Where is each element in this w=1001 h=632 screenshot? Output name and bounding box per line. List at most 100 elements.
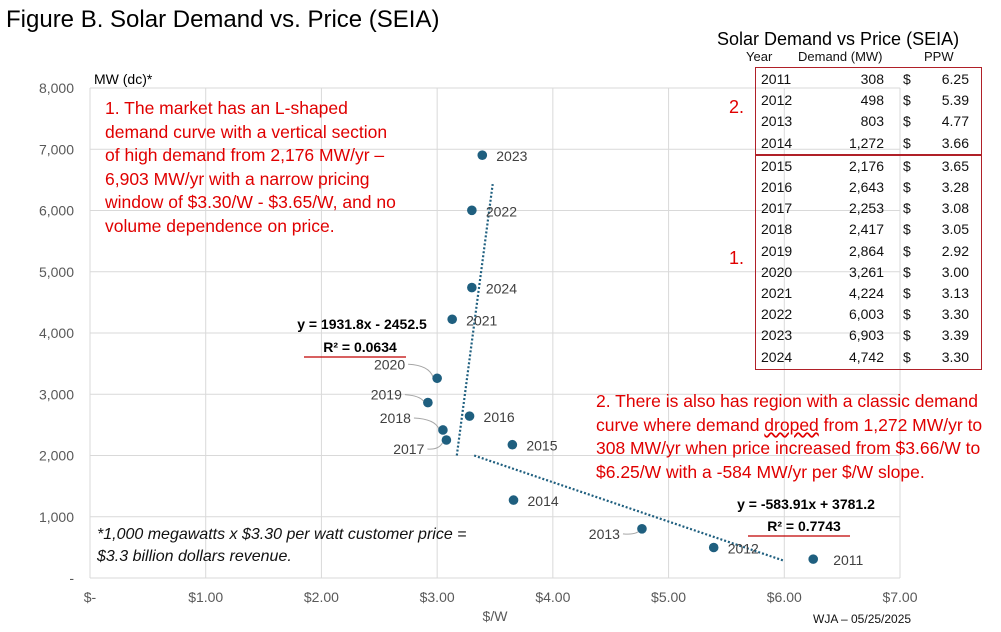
trendline	[455, 184, 494, 456]
cell-year: 2016	[761, 178, 793, 195]
table-title: Solar Demand vs Price (SEIA)	[717, 29, 960, 49]
cell-dollar: $	[903, 306, 911, 323]
header-year: Year	[746, 49, 773, 64]
data-point	[507, 439, 518, 450]
table-group-2: 2015 2,176 $3.65 2016 2,643 $3.28 2017 2,253 $3.…	[755, 153, 982, 370]
trendline-equation: y = 1931.8x - 2452.5	[297, 316, 427, 332]
cell-dollar: $	[903, 92, 911, 109]
y-tick-label: 7,000	[39, 141, 74, 157]
cell-demand: 6,903	[848, 327, 884, 344]
x-tick-label: $5.00	[651, 589, 686, 605]
footnote: *1,000 megawatts x $3.30 per watt custom…	[97, 526, 467, 565]
table-row: 2015 2,176 $3.65	[756, 156, 981, 177]
table-row: 2021 4,224 $3.13	[756, 283, 981, 304]
y-tick-label: 4,000	[39, 325, 74, 341]
point-label: 2022	[486, 203, 517, 219]
trendline-r2: R² = 0.0634	[323, 339, 397, 355]
table-row: 2016 2,643 $3.28	[756, 177, 981, 198]
cell-ppw: 3.65	[941, 157, 969, 174]
point-label: 2017	[393, 441, 424, 457]
cell-demand: 2,253	[848, 200, 884, 217]
cell-year: 2020	[761, 263, 793, 280]
x-tick-label: $4.00	[535, 589, 570, 605]
cell-demand: 308	[860, 71, 884, 87]
cell-ppw: 3.05	[941, 221, 969, 238]
x-tick-label: $6.00	[767, 589, 802, 605]
x-axis-label: $/W	[483, 608, 509, 624]
cell-ppw: 3.66	[941, 134, 969, 151]
trendline	[473, 454, 785, 562]
cell-demand: 3,261	[848, 263, 884, 280]
table-row: 2019 2,864 $2.92	[756, 241, 981, 262]
trendline-equation: y = -583.91x + 3781.2	[737, 496, 875, 512]
point-label: 2018	[380, 410, 411, 426]
point-label: 2015	[526, 438, 557, 454]
cell-demand: 6,003	[848, 306, 884, 323]
cell-demand: 4,742	[848, 348, 884, 365]
point-label: 2024	[486, 281, 517, 297]
cell-year: 2014	[761, 134, 793, 151]
data-point	[464, 411, 475, 421]
cell-demand: 803	[860, 113, 884, 130]
cell-demand: 498	[860, 92, 884, 109]
point-label: 2011	[833, 552, 863, 568]
cell-year: 2022	[761, 306, 793, 323]
note2-misspelled-word: droped	[764, 414, 819, 435]
table-row: 2014 1,272 $3.66	[756, 133, 981, 154]
cell-demand: 2,176	[848, 157, 884, 174]
cell-ppw: 6.25	[941, 71, 969, 87]
cell-year: 2018	[761, 221, 793, 238]
x-tick-label: $1.00	[188, 589, 223, 605]
data-point	[423, 397, 433, 408]
data-point	[467, 205, 477, 216]
cell-demand: 2,864	[848, 242, 884, 259]
table-row: 2024 4,742 $3.30	[756, 347, 981, 368]
table-group-label: 1.	[729, 247, 745, 268]
point-label: 2012	[728, 540, 759, 556]
header-demand: Demand (MW)	[798, 49, 883, 64]
leader-line	[413, 417, 440, 430]
data-point	[447, 314, 457, 325]
table-group-label: 2.	[729, 97, 745, 118]
cell-year: 2021	[761, 284, 793, 301]
table-row: 2013 803 $4.77	[756, 111, 981, 132]
cell-ppw: 3.00	[941, 263, 969, 280]
cell-ppw: 3.13	[941, 284, 969, 301]
note2-text-end: from 1,272 MW/yr to 308 MW/yr when price…	[596, 414, 983, 482]
credit: WJA – 05/25/2025	[813, 612, 912, 626]
cell-ppw: 3.30	[941, 306, 969, 323]
cell-year: 2011	[761, 71, 792, 87]
y-tick-label: 3,000	[39, 386, 74, 402]
cell-ppw: 3.08	[941, 200, 969, 217]
cell-dollar: $	[903, 242, 911, 259]
data-point	[708, 542, 719, 553]
leader-line	[408, 363, 434, 378]
cell-dollar: $	[903, 200, 911, 217]
data-point	[508, 495, 519, 505]
table-row: 2018 2,417 $3.05	[756, 219, 981, 240]
cell-dollar: $	[903, 157, 911, 174]
x-tick-label: $2.00	[304, 589, 339, 605]
point-label: 2019	[371, 387, 402, 403]
point-label: 2013	[589, 526, 620, 542]
figure-title: Figure B. Solar Demand vs. Price (SEIA)	[6, 6, 440, 33]
cell-year: 2017	[761, 200, 793, 217]
x-tick-label: $-	[84, 589, 97, 605]
cell-dollar: $	[903, 71, 911, 87]
cell-dollar: $	[903, 178, 911, 195]
data-point	[808, 554, 819, 564]
data-point	[637, 524, 647, 534]
cell-dollar: $	[903, 263, 911, 280]
data-point	[477, 150, 488, 160]
cell-year: 2024	[761, 348, 793, 365]
point-label: 2021	[466, 312, 497, 328]
cell-ppw: 3.28	[941, 178, 969, 195]
table-row: 2017 2,253 $3.08	[756, 198, 981, 219]
point-label: 2016	[484, 409, 515, 425]
cell-demand: 4,224	[848, 284, 884, 301]
cell-dollar: $	[903, 327, 911, 344]
y-axis-label: MW (dc)*	[94, 71, 153, 87]
cell-ppw: 3.30	[941, 348, 969, 365]
